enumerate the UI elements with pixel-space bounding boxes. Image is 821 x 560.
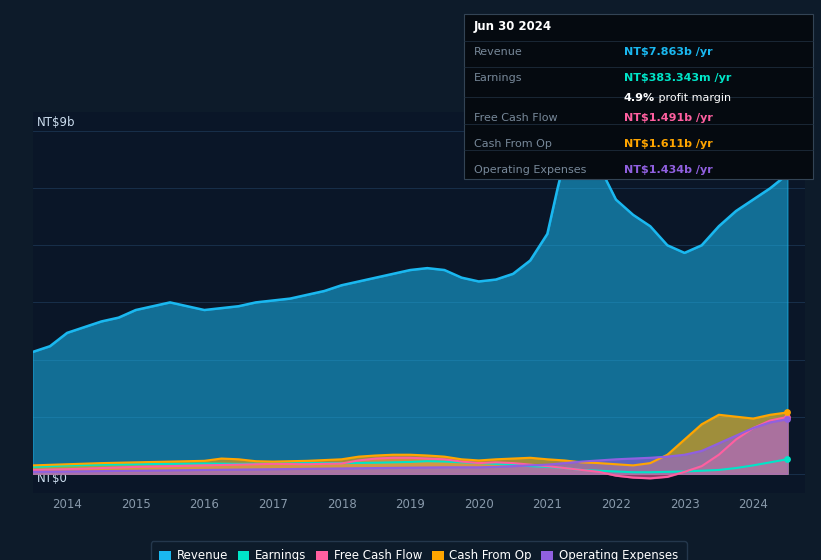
Text: NT$7.863b /yr: NT$7.863b /yr	[624, 47, 713, 57]
Text: NT$1.611b /yr: NT$1.611b /yr	[624, 139, 713, 149]
Text: Operating Expenses: Operating Expenses	[474, 166, 586, 175]
Text: NT$1.491b /yr: NT$1.491b /yr	[624, 113, 713, 123]
Point	[781, 455, 794, 464]
Point	[781, 170, 794, 179]
Text: profit margin: profit margin	[655, 93, 732, 103]
Text: NT$9b: NT$9b	[37, 116, 76, 129]
Text: NT$1.434b /yr: NT$1.434b /yr	[624, 166, 713, 175]
Point	[781, 413, 794, 422]
Text: Earnings: Earnings	[474, 73, 522, 83]
Text: Free Cash Flow: Free Cash Flow	[474, 113, 557, 123]
Point	[781, 408, 794, 417]
Text: Revenue: Revenue	[474, 47, 522, 57]
Legend: Revenue, Earnings, Free Cash Flow, Cash From Op, Operating Expenses: Revenue, Earnings, Free Cash Flow, Cash …	[151, 541, 686, 560]
Text: Jun 30 2024: Jun 30 2024	[474, 20, 552, 32]
Text: NT$0: NT$0	[37, 472, 67, 485]
Point	[781, 414, 794, 423]
Text: NT$383.343m /yr: NT$383.343m /yr	[624, 73, 732, 83]
Text: Cash From Op: Cash From Op	[474, 139, 552, 149]
Text: 4.9%: 4.9%	[624, 93, 655, 103]
